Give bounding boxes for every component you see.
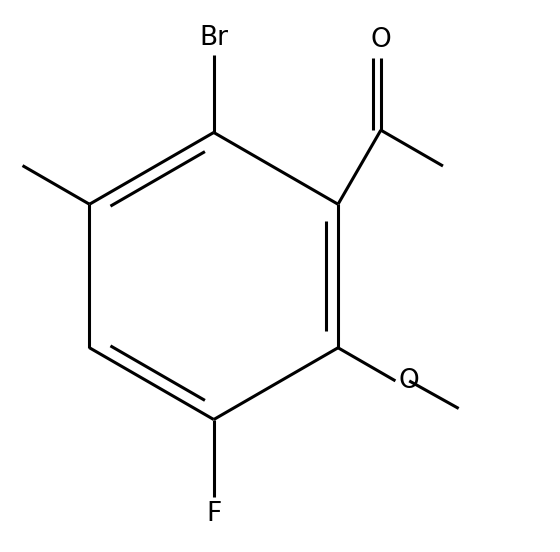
- Text: F: F: [206, 501, 221, 527]
- Text: Br: Br: [199, 25, 228, 51]
- Text: O: O: [371, 27, 391, 53]
- Text: O: O: [399, 368, 419, 394]
